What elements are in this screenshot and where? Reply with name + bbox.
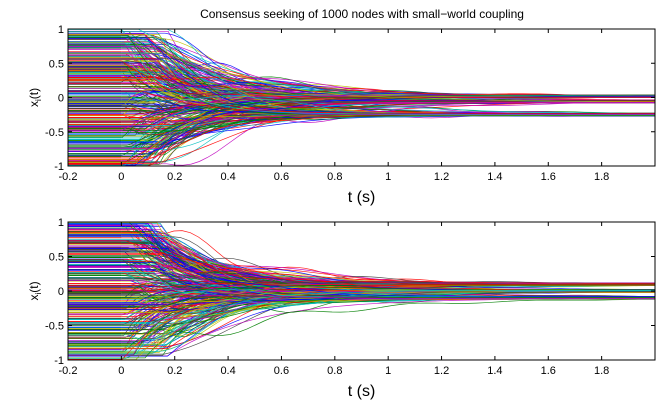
node-trajectory — [121, 93, 655, 104]
node-trajectory — [121, 35, 655, 116]
x-tick-label: 0.8 — [327, 171, 342, 183]
y-axis-label: xi(t) — [27, 88, 43, 107]
node-trajectory — [121, 243, 655, 291]
node-trajectory — [121, 245, 655, 299]
node-trajectory — [121, 114, 655, 123]
y-tick-label: -0.5 — [45, 321, 64, 333]
node-trajectory — [121, 95, 655, 156]
x-tick-label: 0.4 — [220, 171, 235, 183]
node-trajectory — [121, 291, 655, 325]
x-tick-label: 0.4 — [220, 365, 235, 377]
node-trajectory — [121, 52, 655, 103]
x-tick-label: 0.6 — [274, 365, 289, 377]
y-axis-label: xi(t) — [27, 281, 43, 300]
y-tick-label: 0.5 — [49, 252, 64, 264]
x-tick-label: 0 — [118, 171, 124, 183]
node-trajectory — [121, 61, 655, 101]
x-axis-label: t (s) — [348, 189, 376, 206]
y-tick-label: -1 — [54, 355, 64, 367]
node-trajectory — [121, 94, 655, 146]
y-tick-label: 1 — [58, 24, 64, 36]
y-tick-label: 1 — [58, 217, 64, 229]
node-trajectory — [121, 290, 655, 352]
x-tick-label: 0.2 — [167, 365, 182, 377]
x-tick-label: 1.6 — [541, 171, 556, 183]
chart-title: Consensus seeking of 1000 nodes with sma… — [200, 7, 524, 21]
x-tick-label: 1.8 — [594, 171, 609, 183]
x-tick-label: 1.2 — [434, 365, 449, 377]
x-tick-label: 1.2 — [434, 171, 449, 183]
node-trajectory — [121, 289, 655, 347]
top-plot: -0.2 0 0.2 0.4 0.6 0.8 1 1.2 1.4 1.6 1.8 -1 -0.5 0 0.5… — [27, 24, 656, 206]
y-tick-label: 0 — [58, 93, 64, 105]
y-tick-label: 0.5 — [49, 58, 64, 70]
x-tick-label: 0.8 — [327, 365, 342, 377]
node-trajectory — [121, 83, 655, 98]
node-trajectory — [121, 297, 655, 307]
bottom-plot: -0.2 0 0.2 0.4 0.6 0.8 1 1.2 1.4 1.6 1.8 -1 -0.5 0 0.5… — [27, 217, 656, 400]
node-trajectory — [121, 240, 655, 285]
trajectory-group — [68, 29, 655, 166]
node-trajectory — [121, 235, 655, 297]
x-axis-label: t (s) — [348, 383, 376, 400]
x-tick-label: 0 — [118, 365, 124, 377]
y-tick-label: -1 — [54, 161, 64, 173]
node-trajectory — [121, 283, 655, 287]
node-trajectory — [121, 102, 655, 149]
trajectory-group — [68, 222, 655, 360]
x-tick-label: 0.6 — [274, 171, 289, 183]
x-tick-label: 1.4 — [487, 171, 502, 183]
x-tick-label: 1.6 — [541, 365, 556, 377]
x-tick-label: 1.8 — [594, 365, 609, 377]
node-trajectory — [121, 298, 655, 359]
x-tick-label: 1 — [385, 171, 391, 183]
x-tick-label: -0.2 — [59, 171, 78, 183]
x-tick-label: -0.2 — [59, 365, 78, 377]
y-tick-label: 0 — [58, 286, 64, 298]
x-tick-label: 1.4 — [487, 365, 502, 377]
x-tick-label: 1 — [385, 365, 391, 377]
x-tick-label: 0.2 — [167, 171, 182, 183]
node-trajectory — [121, 283, 655, 320]
y-tick-label: -0.5 — [45, 127, 64, 139]
node-trajectory — [121, 91, 655, 114]
node-trajectory — [121, 298, 655, 349]
